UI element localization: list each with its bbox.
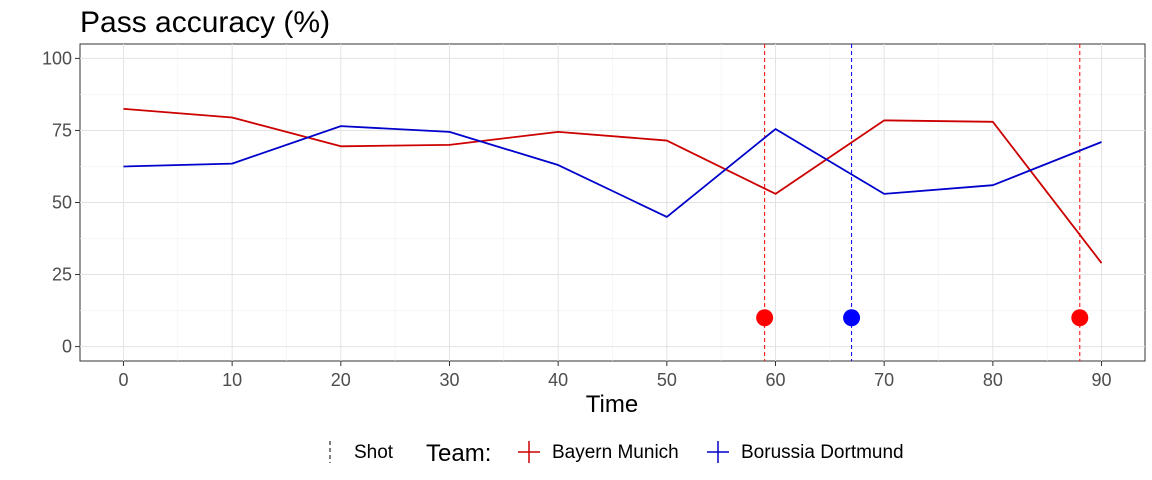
series-lines (123, 107, 1103, 264)
x-tick-label: 60 (765, 370, 785, 390)
x-tick-label: 90 (1092, 370, 1112, 390)
legend-team-title: Team: (426, 440, 491, 467)
y-tick-label: 0 (62, 337, 72, 357)
y-tick-label: 75 (52, 120, 72, 140)
y-tick-label: 100 (42, 48, 72, 68)
y-tick-label: 50 (52, 193, 72, 213)
series-line-bayern-munich (123, 107, 1103, 264)
x-tick-label: 0 (118, 370, 128, 390)
y-axis-ticks: 0 25 50 75 100 (42, 48, 80, 357)
x-tick-label: 10 (222, 370, 242, 390)
x-axis-title: Time (586, 391, 638, 418)
x-axis-ticks: 0 10 20 30 40 50 60 70 80 90 (118, 361, 1112, 390)
x-tick-label: 40 (548, 370, 568, 390)
shot-point-bayern-munich-88 (1071, 309, 1089, 327)
series-line-borussia-dortmund (123, 125, 1102, 218)
x-tick-label: 50 (657, 370, 677, 390)
shot-lines (764, 44, 1081, 361)
shot-point-bayern-munich-59 (756, 309, 774, 327)
x-tick-label: 20 (331, 370, 351, 390)
legend-entry-bayern-munich: Bayern Munich (518, 441, 679, 463)
legend-shot-label: Shot (354, 442, 394, 463)
x-tick-label: 70 (874, 370, 894, 390)
chart-title: Pass accuracy (%) (80, 6, 330, 39)
shot-points (756, 309, 1089, 327)
legend: Shot Team: Bayern Munich Borussia Dortmu… (329, 440, 904, 467)
x-tick-label: 80 (983, 370, 1003, 390)
y-tick-label: 25 (52, 265, 72, 285)
legend-label-borussia-dortmund: Borussia Dortmund (741, 442, 904, 463)
shot-point-borussia-dortmund-67 (843, 309, 861, 327)
legend-entry-borussia-dortmund: Borussia Dortmund (707, 441, 904, 463)
x-tick-label: 30 (439, 370, 459, 390)
grid-lines (80, 44, 1145, 361)
legend-label-bayern-munich: Bayern Munich (552, 442, 679, 463)
